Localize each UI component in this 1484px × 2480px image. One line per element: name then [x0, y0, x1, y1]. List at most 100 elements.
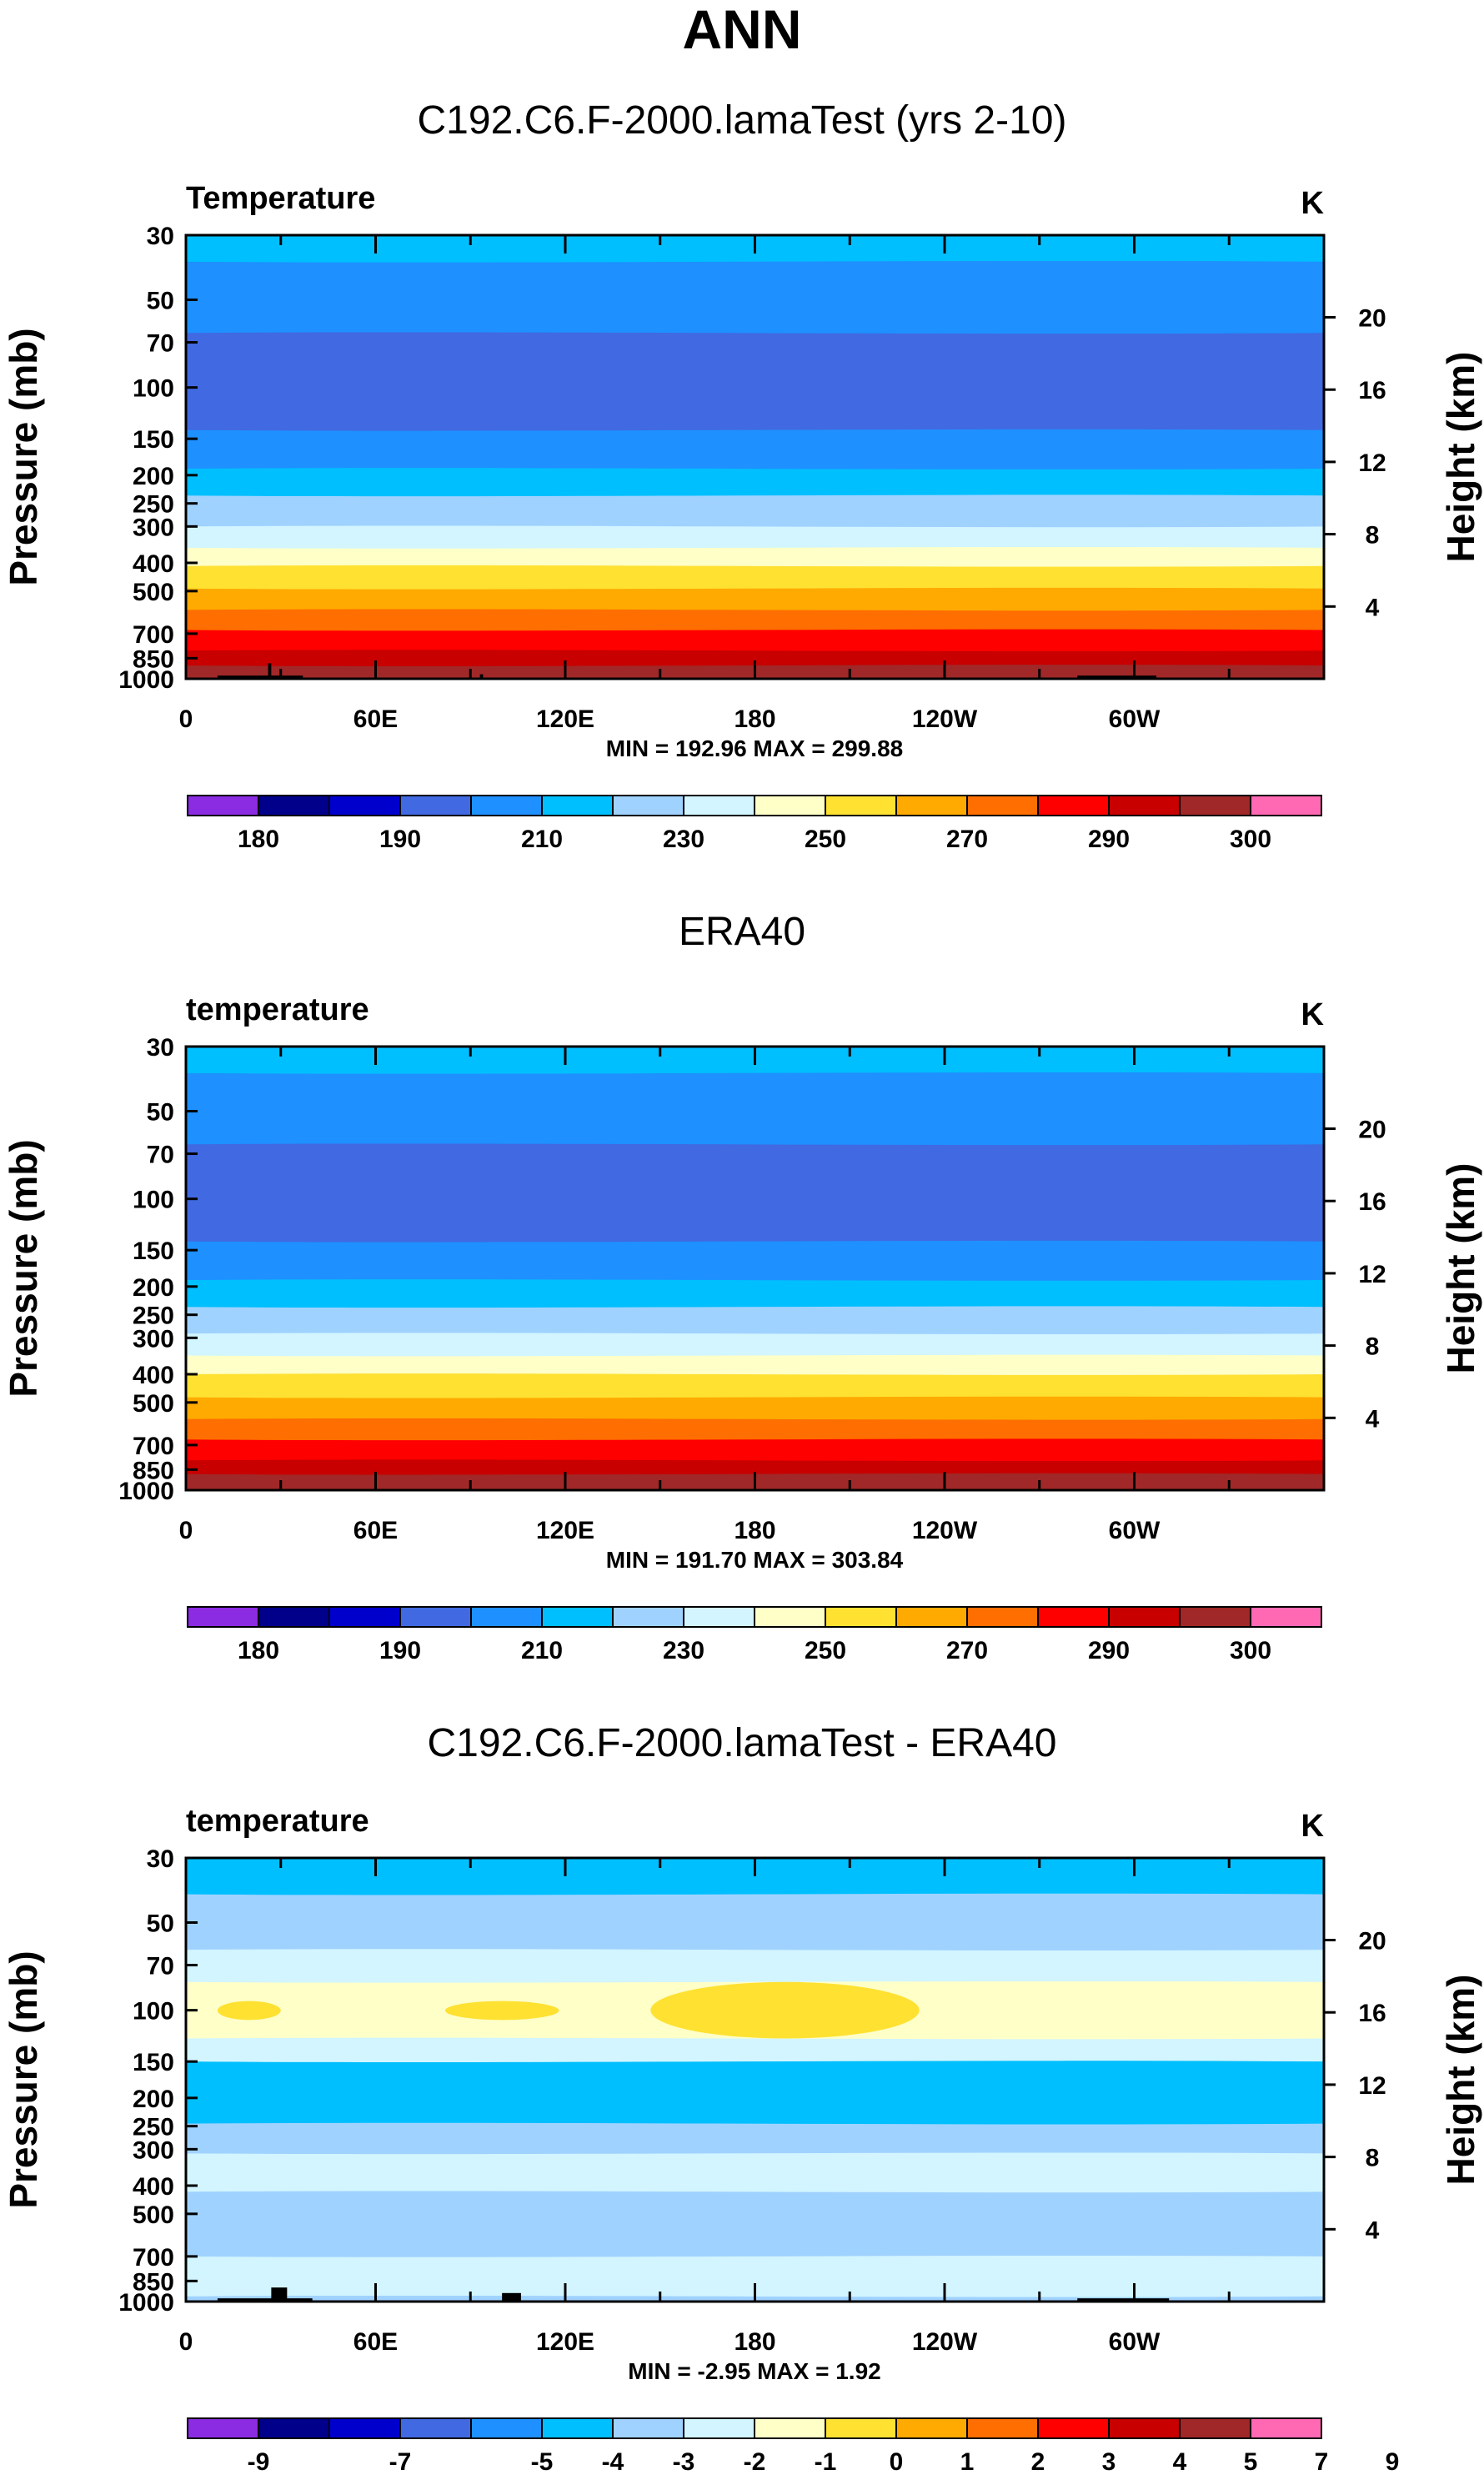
y-tick-label: 300: [133, 514, 174, 541]
colorbar-box: [328, 2417, 401, 2439]
colorbar-label: 230: [663, 826, 704, 853]
colorbar-box: [470, 795, 543, 816]
y2-tick-label: 8: [1366, 2145, 1380, 2172]
x-tick-label: 120E: [536, 705, 594, 733]
y-tick-label: 100: [133, 1998, 174, 2026]
contour-band: [186, 332, 1324, 437]
y-tick-label: 400: [133, 1362, 174, 1389]
colorbar-box: [1250, 795, 1322, 816]
colorbar-box: [470, 1606, 543, 1628]
x-tick-label: 0: [179, 2328, 193, 2356]
y2-tick-label: 4: [1366, 2216, 1380, 2244]
topography-patch: [268, 663, 272, 679]
y-axis-title: Pressure (mb): [2, 1950, 45, 2208]
colorbar-label: 210: [521, 1637, 563, 1664]
y-tick-label: 100: [133, 1187, 174, 1214]
y-tick-label: 50: [147, 1099, 174, 1127]
y2-tick-label: 12: [1358, 1261, 1386, 1288]
colorbar-box: [612, 1606, 684, 1628]
panel-title: ERA40: [679, 910, 805, 954]
colorbar-box: [258, 795, 330, 816]
colorbar-box: [258, 1606, 330, 1628]
colorbar-box: [895, 1606, 968, 1628]
contour-band: [186, 1949, 1324, 1989]
y-tick-label: 700: [133, 2244, 174, 2272]
colorbar-label: 300: [1230, 1637, 1271, 1664]
y-tick-label: 1000: [118, 1478, 174, 1505]
contour-band: [186, 1143, 1324, 1248]
y2-tick-label: 12: [1358, 2072, 1386, 2100]
y-tick-label: 150: [133, 2049, 174, 2076]
colorbar-label: -2: [744, 2448, 766, 2476]
colorbar-box: [187, 1606, 259, 1628]
y2-tick-label: 4: [1366, 594, 1380, 621]
colorbar-box: [825, 2417, 897, 2439]
y2-tick-label: 16: [1358, 2000, 1386, 2027]
topography-patch: [1077, 675, 1157, 679]
plot-area: [186, 1047, 1324, 1490]
colorbar-box: [1179, 795, 1251, 816]
colorbar-label: 290: [1088, 826, 1130, 853]
y-tick-label: 150: [133, 426, 174, 454]
y2-tick-label: 16: [1358, 1188, 1386, 1216]
colorbar-box: [399, 2417, 472, 2439]
contour-band: [186, 494, 1324, 534]
contour-band: [186, 2191, 1324, 2263]
y-tick-label: 850: [133, 645, 174, 673]
colorbar-box: [966, 2417, 1039, 2439]
colorbar-label: 3: [1102, 2448, 1116, 2476]
contour-band: [186, 1279, 1324, 1314]
x-tick-label: 120E: [536, 2328, 594, 2356]
colorbar-label: 270: [946, 1637, 988, 1664]
colorbar-box: [754, 1606, 826, 1628]
colorbar-label: 290: [1088, 1637, 1130, 1664]
colorbar-box: [1179, 1606, 1251, 1628]
colorbar-box: [541, 1606, 614, 1628]
panel-title: C192.C6.F-2000.lamaTest (yrs 2-10): [418, 98, 1067, 143]
plot-area: [186, 235, 1324, 679]
left-string: temperature: [186, 1804, 369, 1839]
colorbar-box: [612, 795, 684, 816]
colorbar-box: [1037, 2417, 1110, 2439]
topography-patch: [1077, 2298, 1170, 2302]
contour-blob: [217, 2001, 281, 2021]
y-tick-label: 250: [133, 491, 174, 519]
y-tick-label: 850: [133, 2268, 174, 2296]
x-tick-label: 60W: [1109, 705, 1161, 733]
colorbar-label: 300: [1230, 826, 1271, 853]
colorbar-box: [541, 795, 614, 816]
min-max-stats: MIN = -2.95 MAX = 1.92: [628, 2358, 880, 2384]
colorbar-box: [683, 2417, 755, 2439]
min-max-stats: MIN = 191.70 MAX = 303.84: [606, 1547, 904, 1573]
y2-tick-label: 20: [1358, 1117, 1386, 1144]
panel-model: C192.C6.F-2000.lamaTest (yrs 2-10) Temper…: [2, 98, 1482, 853]
colorbar-box: [399, 795, 472, 816]
colorbar-box: [1037, 795, 1110, 816]
y-tick-label: 300: [133, 2136, 174, 2164]
colorbar-box: [541, 2417, 614, 2439]
colorbar-box: [895, 2417, 968, 2439]
colorbar-box: [470, 2417, 543, 2439]
colorbar-box: [966, 795, 1039, 816]
y-tick-label: 400: [133, 550, 174, 578]
contour-blob: [650, 1981, 920, 2039]
contour-band: [186, 1373, 1324, 1404]
y-tick-label: 70: [147, 1953, 174, 1980]
x-tick-label: 120W: [912, 1517, 978, 1544]
x-tick-label: 0: [179, 705, 193, 733]
colorbar-label: 210: [521, 826, 563, 853]
y2-axis-title: Height (km): [1439, 1975, 1482, 2186]
colorbar-label: 250: [805, 826, 846, 853]
colorbar-label: -4: [602, 2448, 624, 2476]
colorbar-box: [258, 2417, 330, 2439]
colorbar-label: -9: [248, 2448, 270, 2476]
x-tick-label: 60E: [353, 2328, 398, 2356]
y-tick-label: 200: [133, 463, 174, 490]
colorbar-label: 2: [1031, 2448, 1045, 2476]
contour-band: [186, 2256, 1324, 2302]
colorbar-label: 7: [1315, 2448, 1329, 2476]
figure-title: ANN: [683, 0, 802, 60]
colorbar-box: [187, 795, 259, 816]
contour-band: [186, 1858, 1324, 1901]
